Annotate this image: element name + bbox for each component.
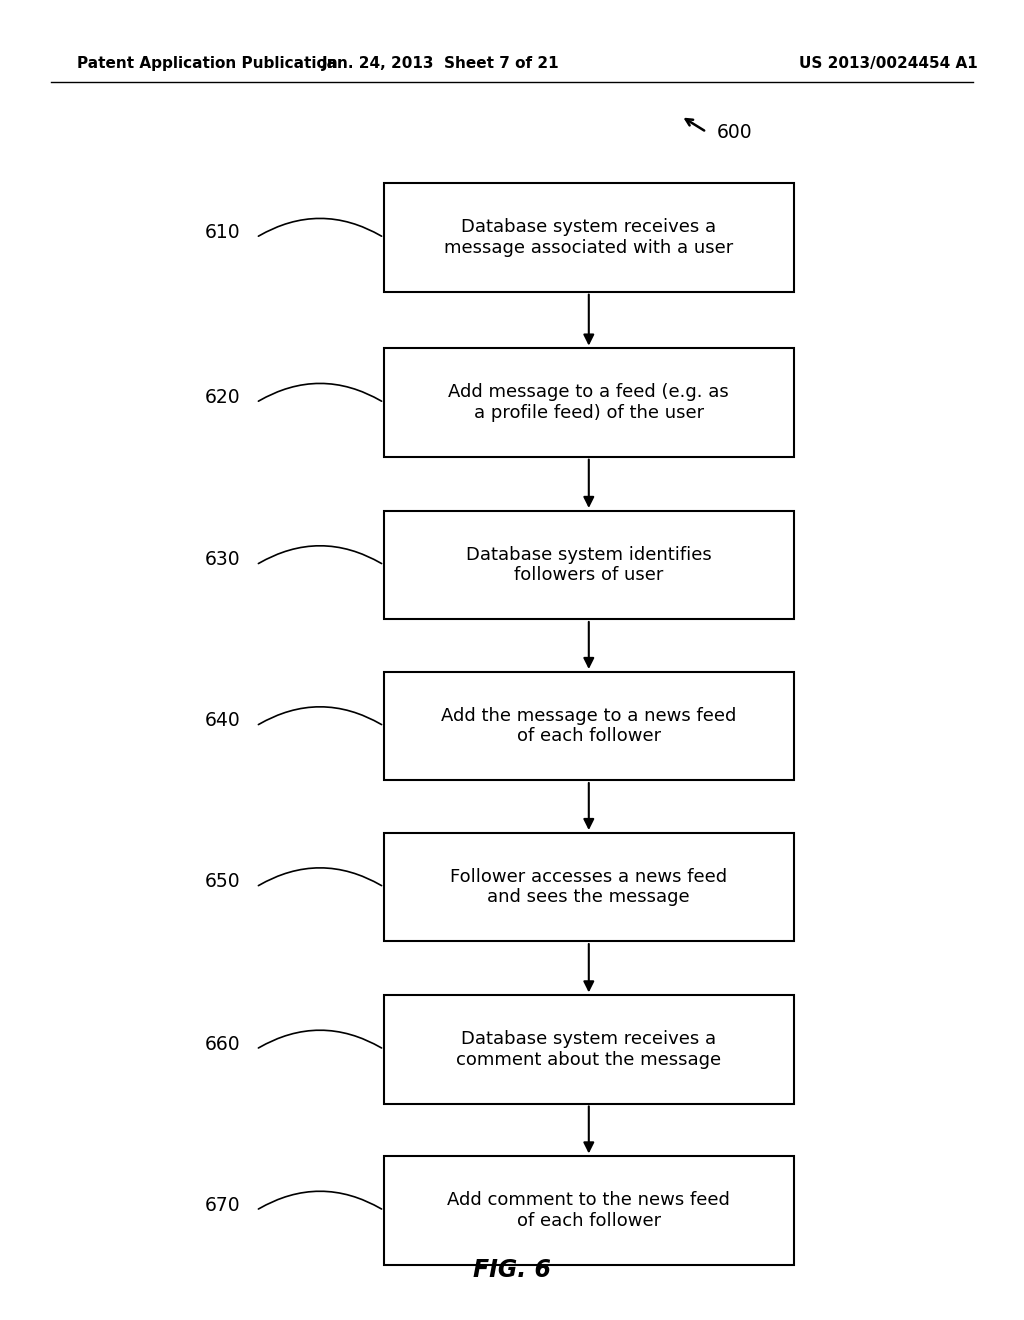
- Text: Database system identifies
followers of user: Database system identifies followers of …: [466, 545, 712, 585]
- Text: 660: 660: [205, 1035, 241, 1053]
- Text: 670: 670: [205, 1196, 241, 1214]
- Text: Database system receives a
message associated with a user: Database system receives a message assoc…: [444, 218, 733, 257]
- FancyBboxPatch shape: [384, 1156, 794, 1265]
- Text: 630: 630: [205, 550, 241, 569]
- Text: Database system receives a
comment about the message: Database system receives a comment about…: [457, 1030, 721, 1069]
- Text: 640: 640: [205, 711, 241, 730]
- Text: Add comment to the news feed
of each follower: Add comment to the news feed of each fol…: [447, 1191, 730, 1230]
- Text: Add message to a feed (e.g. as
a profile feed) of the user: Add message to a feed (e.g. as a profile…: [449, 383, 729, 422]
- Text: Jan. 24, 2013  Sheet 7 of 21: Jan. 24, 2013 Sheet 7 of 21: [322, 55, 559, 71]
- Text: 650: 650: [205, 873, 241, 891]
- Text: Follower accesses a news feed
and sees the message: Follower accesses a news feed and sees t…: [451, 867, 727, 907]
- Text: FIG. 6: FIG. 6: [473, 1258, 551, 1282]
- Text: Add the message to a news feed
of each follower: Add the message to a news feed of each f…: [441, 706, 736, 746]
- Text: 610: 610: [205, 223, 241, 242]
- FancyBboxPatch shape: [384, 833, 794, 941]
- FancyBboxPatch shape: [384, 348, 794, 457]
- FancyBboxPatch shape: [384, 672, 794, 780]
- Text: Patent Application Publication: Patent Application Publication: [77, 55, 338, 71]
- FancyBboxPatch shape: [384, 511, 794, 619]
- FancyBboxPatch shape: [384, 995, 794, 1104]
- FancyBboxPatch shape: [384, 183, 794, 292]
- Text: 620: 620: [205, 388, 241, 407]
- Text: 600: 600: [717, 123, 753, 141]
- Text: US 2013/0024454 A1: US 2013/0024454 A1: [799, 55, 978, 71]
